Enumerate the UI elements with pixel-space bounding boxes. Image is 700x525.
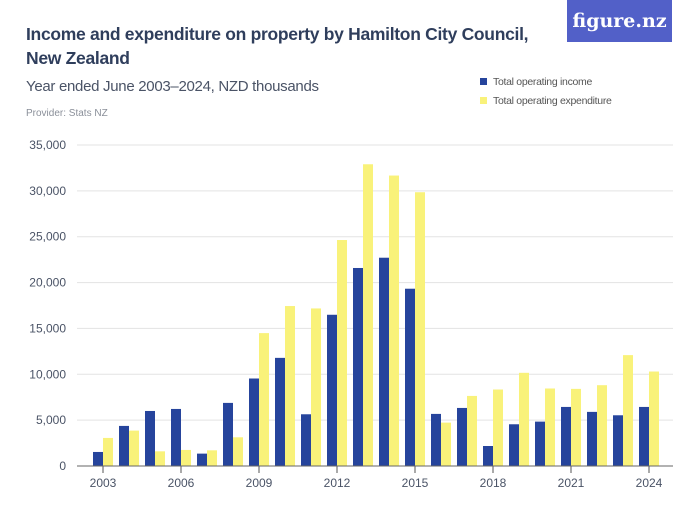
y-tick-label: 35,000: [29, 138, 66, 152]
bar-income: [509, 424, 519, 466]
chart-subtitle: Year ended June 2003–2024, NZD thousands: [26, 78, 319, 95]
figure-nz-logo[interactable]: figure.nz: [567, 0, 672, 42]
bar-income: [613, 415, 623, 466]
bar-expenditure: [155, 451, 165, 466]
bar-expenditure: [363, 164, 373, 466]
bar-income: [327, 314, 337, 466]
bar-expenditure: [649, 371, 659, 466]
bar-expenditure: [415, 192, 425, 467]
bar-income: [119, 425, 129, 466]
y-tick-label: 10,000: [29, 367, 66, 381]
bar-expenditure: [233, 437, 243, 466]
x-tick-label: 2006: [168, 476, 195, 490]
bar-income: [171, 408, 181, 466]
legend-label: Total operating expenditure: [493, 94, 612, 107]
bar-expenditure: [389, 175, 399, 466]
provider-label: Provider: Stats NZ: [26, 108, 108, 119]
bar-income: [379, 257, 389, 466]
x-tick-label: 2009: [246, 476, 273, 490]
bar-expenditure: [441, 422, 451, 466]
bar-expenditure: [571, 388, 581, 466]
bar-income: [93, 451, 103, 466]
x-tick-label: 2015: [402, 476, 429, 490]
bar-income: [535, 421, 545, 466]
bar-income: [353, 267, 363, 466]
bar-expenditure: [207, 450, 217, 466]
bar-expenditure: [493, 389, 503, 466]
bar-expenditure: [129, 430, 139, 466]
bar-income: [587, 411, 597, 466]
legend-item-income: Total operating income: [480, 72, 612, 91]
legend-swatch-expenditure: [480, 97, 487, 104]
bar-income: [431, 413, 441, 466]
bar-expenditure: [259, 333, 269, 466]
legend: Total operating income Total operating e…: [480, 72, 612, 110]
x-tick-label: 2003: [90, 476, 117, 490]
bar-income: [301, 414, 311, 466]
legend-item-expenditure: Total operating expenditure: [480, 91, 612, 110]
bar-income: [457, 407, 467, 466]
y-tick-label: 25,000: [29, 230, 66, 244]
bar-income: [639, 406, 649, 466]
x-tick-label: 2021: [558, 476, 585, 490]
bar-income: [145, 410, 155, 466]
bar-income: [249, 378, 259, 466]
y-tick-label: 30,000: [29, 184, 66, 198]
chart-title: Income and expenditure on property by Ha…: [26, 24, 529, 68]
x-tick-label: 2024: [636, 476, 663, 490]
bar-income: [275, 357, 285, 466]
bar-income: [561, 406, 571, 466]
bar-income: [405, 288, 415, 466]
y-tick-label: 5,000: [36, 413, 66, 427]
bar-expenditure: [623, 355, 633, 466]
bar-income: [223, 402, 233, 466]
y-tick-label: 0: [59, 459, 66, 473]
bar-expenditure: [311, 308, 321, 466]
bar-income: [197, 453, 207, 466]
bar-expenditure: [519, 372, 529, 466]
bar-expenditure: [597, 385, 607, 466]
bar-income: [483, 446, 493, 466]
x-tick-label: 2018: [480, 476, 507, 490]
bar-expenditure: [103, 437, 113, 466]
bar-expenditure: [545, 388, 555, 466]
x-tick-label: 2012: [324, 476, 351, 490]
y-tick-label: 20,000: [29, 276, 66, 290]
bar-expenditure: [285, 306, 295, 466]
bar-expenditure: [337, 240, 347, 466]
legend-label: Total operating income: [493, 75, 593, 88]
bar-expenditure: [467, 395, 477, 466]
y-tick-label: 15,000: [29, 321, 66, 335]
bar-expenditure: [181, 449, 191, 466]
legend-swatch-income: [480, 78, 487, 85]
